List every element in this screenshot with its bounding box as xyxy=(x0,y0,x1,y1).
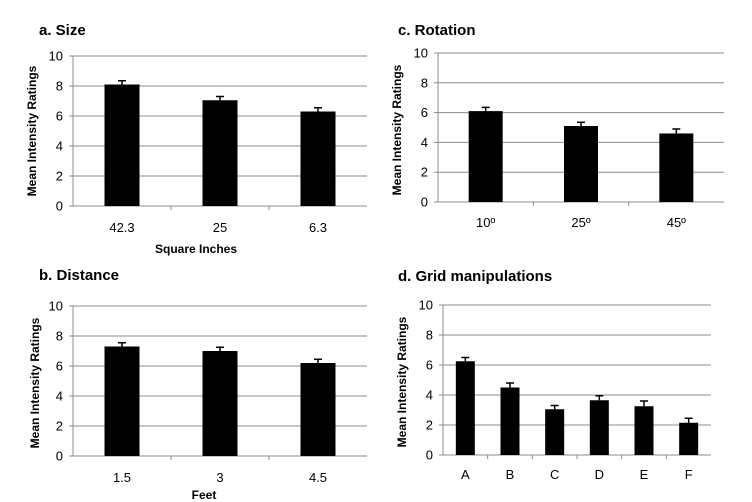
x-tick-label: 42.3 xyxy=(109,220,134,235)
plot-area: 0 2 4 6 8 10 1.5 3 4.5 xyxy=(49,299,367,485)
y-tick-label: 0 xyxy=(421,195,428,210)
y-tick-label: 6 xyxy=(426,358,433,373)
x-axis-label: Feet xyxy=(192,488,217,502)
y-axis-label: Mean Intensity Ratings xyxy=(25,65,39,196)
bar xyxy=(202,351,238,456)
y-tick-label: 8 xyxy=(421,75,428,90)
bar xyxy=(455,361,475,455)
x-tick-label: 25º xyxy=(571,215,590,230)
chart-title: b. Distance xyxy=(39,267,119,284)
y-tick-label: 2 xyxy=(56,419,63,434)
plot-area: 0 2 4 6 8 10 42.3 25 6.3 xyxy=(49,49,367,235)
x-tick-label: C xyxy=(550,467,559,482)
x-tick-label: 10º xyxy=(476,215,495,230)
y-tick-label: 4 xyxy=(56,389,63,404)
x-tick-label: D xyxy=(595,467,604,482)
y-tick-label: 4 xyxy=(426,388,433,403)
chart-title: c. Rotation xyxy=(398,22,476,39)
y-tick-label: 0 xyxy=(426,448,433,463)
x-tick-label: E xyxy=(640,467,649,482)
bar xyxy=(104,84,140,206)
y-tick-label: 4 xyxy=(421,135,428,150)
x-tick-label: 1.5 xyxy=(113,470,131,485)
y-tick-label: 8 xyxy=(426,328,433,343)
bar xyxy=(300,363,336,456)
plot-area: 0 2 4 6 8 10 A B C D E F xyxy=(419,298,711,482)
panel-distance: b. Distance Mean Intensity Ratings Feet … xyxy=(28,267,367,502)
bar xyxy=(589,400,609,455)
y-tick-label: 2 xyxy=(56,169,63,184)
x-axis-label: Square Inches xyxy=(155,242,237,256)
bar xyxy=(659,133,694,202)
y-tick-label: 6 xyxy=(421,105,428,120)
bar xyxy=(300,111,336,206)
y-tick-label: 8 xyxy=(56,79,63,94)
x-tick-label: A xyxy=(461,467,470,482)
bar xyxy=(634,406,654,455)
plot-area: 0 2 4 6 8 10 10º 25º 45º xyxy=(414,46,724,230)
bar xyxy=(500,387,520,455)
bar xyxy=(468,111,503,202)
y-tick-label: 10 xyxy=(419,298,433,313)
x-tick-label: 4.5 xyxy=(309,470,327,485)
chart-title: d. Grid manipulations xyxy=(398,268,552,285)
y-tick-label: 0 xyxy=(56,449,63,464)
y-tick-label: 2 xyxy=(421,165,428,180)
x-tick-label: 6.3 xyxy=(309,220,327,235)
panel-rotation: c. Rotation Mean Intensity Ratings 0 2 4 6 8… xyxy=(390,22,724,230)
chart-title: a. Size xyxy=(39,22,86,39)
y-axis-label: Mean Intensity Ratings xyxy=(395,316,409,447)
bar xyxy=(104,346,140,456)
y-axis-label: Mean Intensity Ratings xyxy=(390,64,404,195)
y-tick-label: 8 xyxy=(56,329,63,344)
y-tick-label: 4 xyxy=(56,139,63,154)
bar xyxy=(679,422,699,455)
y-tick-label: 10 xyxy=(49,299,63,314)
bar xyxy=(202,100,238,206)
x-tick-label: B xyxy=(506,467,515,482)
x-tick-label: 3 xyxy=(216,470,223,485)
y-axis-label: Mean Intensity Ratings xyxy=(28,317,42,448)
panel-size: a. Size Mean Intensity Ratings Square In… xyxy=(25,22,367,256)
y-tick-label: 6 xyxy=(56,359,63,374)
y-tick-label: 10 xyxy=(414,46,428,61)
panel-grid-manipulations: d. Grid manipulations Mean Intensity Rat… xyxy=(395,268,711,482)
y-tick-label: 2 xyxy=(426,418,433,433)
y-tick-label: 6 xyxy=(56,109,63,124)
x-tick-label: 45º xyxy=(667,215,686,230)
bar xyxy=(564,126,598,202)
x-tick-label: 25 xyxy=(213,220,227,235)
y-tick-label: 10 xyxy=(49,49,63,64)
x-tick-label: F xyxy=(685,467,693,482)
bar xyxy=(545,409,565,455)
y-tick-label: 0 xyxy=(56,199,63,214)
